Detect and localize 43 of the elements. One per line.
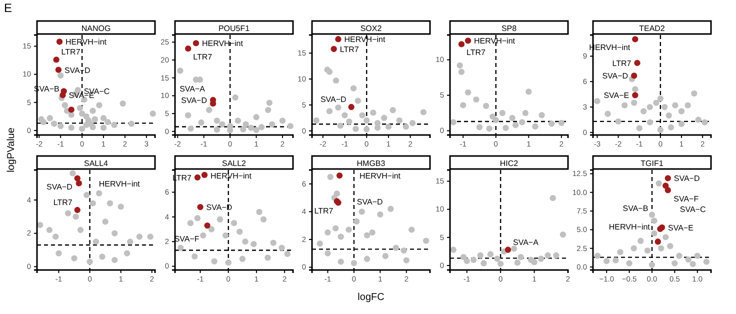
annotation: HERVH−int [344,35,386,44]
annotation: SVA−F [174,234,200,244]
annotation: SVA−F [674,194,699,204]
annotation: LTR7 [61,48,81,57]
chart-title: SALL2 [222,159,247,168]
chart-title: NANOG [81,24,111,33]
annotation: HERVH−int [474,36,516,46]
annotation: SVA−D [602,72,628,81]
annotation: LTR7 [53,198,73,207]
annotation: HERVH−int [98,179,141,188]
chart-title: HIC2 [500,159,519,168]
chart-title: TGIF1 [640,159,664,168]
chart-title: SOX2 [360,24,382,33]
annotation: SVA−D [674,174,700,184]
annotation: SVA−D [64,66,91,75]
annotation: SVA−B [622,204,648,213]
annotation: SVA−D [206,203,232,212]
chart-title: POU5F1 [218,24,250,33]
annotation: SVA−D [356,197,383,206]
chart-title: SP8 [501,24,518,33]
chart-title: HMGB3 [356,159,386,168]
annotation: LTR7 [612,58,632,68]
chart-title: TEAD2 [639,24,666,33]
text: E [4,1,12,15]
annotation: SVA−D [320,95,347,104]
annotation: SVA−E [604,91,630,100]
annotation: SVA−D [181,96,208,105]
annotation: LTR7 [314,206,334,216]
annotation: SVA−E [668,223,694,232]
x-axis-title: logFC [358,292,384,303]
annotation: SVA−C [680,205,706,214]
annotation: HERVH−int [66,38,108,47]
chart-title: SALL4 [84,159,109,168]
annotation: HERVH−int [210,172,252,181]
annotation: SVA−D [46,182,73,192]
annotation: LTR7 [193,52,213,62]
annotation: HERVH−int [360,172,402,181]
annotation: SVA−A [512,238,540,247]
y-axis-title: logPValue [6,127,17,172]
annotation: LTR7 [466,48,486,58]
annotation: SVA−A [180,84,206,94]
annotation: LTR7 [340,44,360,54]
annotation: HERVH−int [608,222,651,232]
